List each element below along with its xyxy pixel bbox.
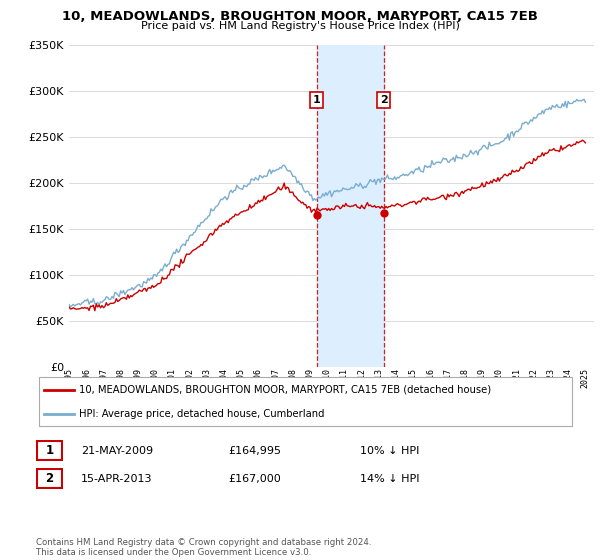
Text: 1: 1 — [46, 444, 53, 457]
Text: 15-APR-2013: 15-APR-2013 — [81, 474, 152, 484]
FancyBboxPatch shape — [37, 441, 62, 460]
Text: 2: 2 — [46, 472, 53, 485]
FancyBboxPatch shape — [37, 469, 62, 488]
Text: Price paid vs. HM Land Registry's House Price Index (HPI): Price paid vs. HM Land Registry's House … — [140, 21, 460, 31]
Text: £167,000: £167,000 — [228, 474, 281, 484]
Text: 10, MEADOWLANDS, BROUGHTON MOOR, MARYPORT, CA15 7EB: 10, MEADOWLANDS, BROUGHTON MOOR, MARYPOR… — [62, 10, 538, 23]
Text: 10, MEADOWLANDS, BROUGHTON MOOR, MARYPORT, CA15 7EB (detached house): 10, MEADOWLANDS, BROUGHTON MOOR, MARYPOR… — [79, 385, 491, 395]
Text: 21-MAY-2009: 21-MAY-2009 — [81, 446, 153, 456]
Text: HPI: Average price, detached house, Cumberland: HPI: Average price, detached house, Cumb… — [79, 409, 325, 419]
Text: 2: 2 — [380, 95, 388, 105]
Text: Contains HM Land Registry data © Crown copyright and database right 2024.
This d: Contains HM Land Registry data © Crown c… — [36, 538, 371, 557]
Text: £164,995: £164,995 — [228, 446, 281, 456]
Text: 1: 1 — [313, 95, 320, 105]
Text: 10% ↓ HPI: 10% ↓ HPI — [360, 446, 419, 456]
Bar — [317, 45, 383, 367]
Text: 14% ↓ HPI: 14% ↓ HPI — [360, 474, 419, 484]
FancyBboxPatch shape — [39, 377, 572, 426]
